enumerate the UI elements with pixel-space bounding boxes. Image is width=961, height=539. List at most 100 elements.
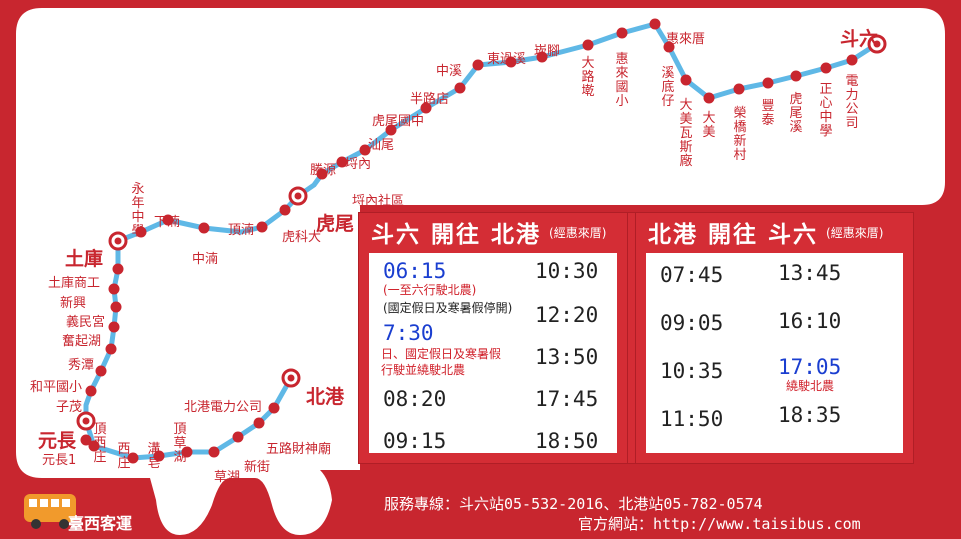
time-cell: 09:15	[383, 429, 447, 453]
major-stop-dot	[873, 40, 881, 48]
stop-label: 新街	[244, 459, 270, 475]
stop-label: 大路墘	[581, 56, 594, 99]
stop-marker	[536, 51, 548, 63]
stop-label: 豐泰	[761, 99, 774, 128]
timetable: 07:45 13:45 09:05 16:10 10:35 17:05 繞駛北農…	[646, 253, 903, 453]
panel-beigang-to-douliu: 北港 開往 斗六 (經惠來厝) 07:45 13:45 09:05 16:10 …	[635, 212, 914, 464]
stop-label: 埒內社區	[352, 193, 404, 209]
stop-marker	[472, 59, 484, 71]
stop-marker	[108, 283, 120, 295]
stop-marker	[703, 92, 715, 104]
stop-label: 北港電力公司	[184, 400, 262, 415]
major-stop-dot	[294, 192, 302, 200]
major-stop-dot	[287, 374, 295, 382]
stop-label: 頂湳	[228, 223, 254, 238]
stop-marker	[649, 18, 661, 30]
stop-marker	[112, 263, 124, 275]
stop-marker	[135, 226, 147, 238]
major-stop-dot	[82, 417, 90, 425]
stop-marker	[820, 62, 832, 74]
stop-marker	[680, 74, 692, 86]
time-cell: 06:15	[383, 259, 447, 283]
panel-title: 北港 開往 斗六	[648, 222, 819, 248]
stop-marker	[110, 301, 122, 313]
panel-header: 斗六 開往 北港 (經惠來厝)	[359, 213, 627, 251]
stop-label: 奮起湖	[62, 334, 101, 349]
major-stop-label: 北港	[306, 386, 345, 408]
time-cell: 08:20	[383, 387, 447, 411]
stop-label: 五路財神廟	[266, 441, 331, 457]
stop-label: 新興	[60, 295, 86, 311]
stop-label: 崁腳	[534, 44, 560, 59]
stop-marker	[790, 70, 802, 82]
time-note: 日、國定假日及寒暑假	[381, 347, 502, 361]
stop-label: 汕尾	[368, 138, 394, 153]
stop-marker	[105, 343, 117, 355]
stop-label: 下湳	[154, 215, 180, 230]
stop-label: 義民宮	[66, 314, 105, 330]
major-stop-label: 土庫	[65, 247, 103, 270]
stop-label: 正心中學	[819, 82, 832, 139]
stop-label: 中溪	[436, 64, 462, 79]
time-cell: 10:35	[660, 359, 724, 383]
stop-marker	[420, 102, 432, 114]
stop-label: 惠來國小	[615, 52, 628, 109]
stop-label: 元長1	[42, 453, 76, 468]
stop-marker	[846, 54, 858, 66]
stop-label: 大美	[702, 111, 715, 140]
stop-label: 草湖	[214, 470, 240, 485]
stop-label: 頂西庄	[93, 422, 106, 465]
stop-marker	[80, 434, 92, 446]
stop-marker	[316, 168, 328, 180]
panel-title: 斗六 開往 北港	[371, 222, 542, 248]
stop-label: 土庫商工	[48, 276, 100, 291]
stop-label: 東過溪	[487, 51, 526, 67]
stop-label: 永年中學	[131, 182, 144, 239]
stop-marker	[256, 221, 268, 233]
time-cell: 17:45	[535, 387, 599, 411]
timetable: 06:15 (一至六行駛北農) (國定假日及寒暑假停開) 10:30 12:20…	[369, 253, 617, 453]
time-cell: 12:20	[535, 303, 599, 327]
stop-marker	[253, 417, 265, 429]
stop-marker	[198, 222, 210, 234]
stop-label: 溪底仔	[661, 66, 674, 109]
stop-label: 虎尾國中	[372, 114, 424, 129]
bus-logo-icon	[24, 494, 76, 529]
stop-marker	[95, 365, 107, 377]
time-cell: 10:30	[535, 259, 599, 283]
major-stop-dot	[114, 237, 122, 245]
stop-marker	[663, 41, 675, 53]
stop-marker	[582, 39, 594, 51]
stop-marker	[385, 124, 397, 136]
stop-marker	[127, 452, 139, 464]
stop-marker	[162, 214, 174, 226]
stop-marker	[359, 144, 371, 156]
time-cell: 18:35	[778, 403, 842, 427]
panel-note: (經惠來厝)	[826, 225, 884, 240]
service-hotline: 服務專線：斗六站05-532-2016、北港站05-782-0574	[384, 495, 763, 513]
stop-label: 埒內	[345, 157, 371, 172]
time-cell: 09:05	[660, 311, 724, 335]
panel-header: 北港 開往 斗六 (經惠來厝)	[636, 213, 913, 251]
stop-marker	[268, 402, 280, 414]
time-cell: 17:05	[778, 355, 842, 379]
time-cell: 13:45	[778, 261, 842, 285]
stop-label: 溝皂	[147, 442, 160, 471]
major-stop-label: 斗六	[840, 27, 878, 50]
panel-douliu-to-beigang: 斗六 開往 北港 (經惠來厝) 06:15 (一至六行駛北農) (國定假日及寒暑…	[358, 212, 628, 464]
stop-marker	[762, 77, 774, 89]
website-link[interactable]: 官方網站：http://www.taisibus.com	[578, 515, 861, 533]
stop-marker	[733, 83, 745, 95]
stop-label: 惠來厝	[666, 32, 705, 47]
time-cell: 11:50	[660, 407, 724, 431]
time-note: (國定假日及寒暑假停開)	[383, 301, 513, 315]
stop-label: 中湳	[192, 252, 218, 267]
time-cell: 13:50	[535, 345, 599, 369]
stop-marker	[88, 440, 100, 452]
time-cell: 16:10	[778, 309, 842, 333]
stop-marker	[208, 446, 220, 458]
time-note: (一至六行駛北農)	[383, 283, 477, 297]
stop-marker	[108, 321, 120, 333]
stop-marker	[85, 385, 97, 397]
